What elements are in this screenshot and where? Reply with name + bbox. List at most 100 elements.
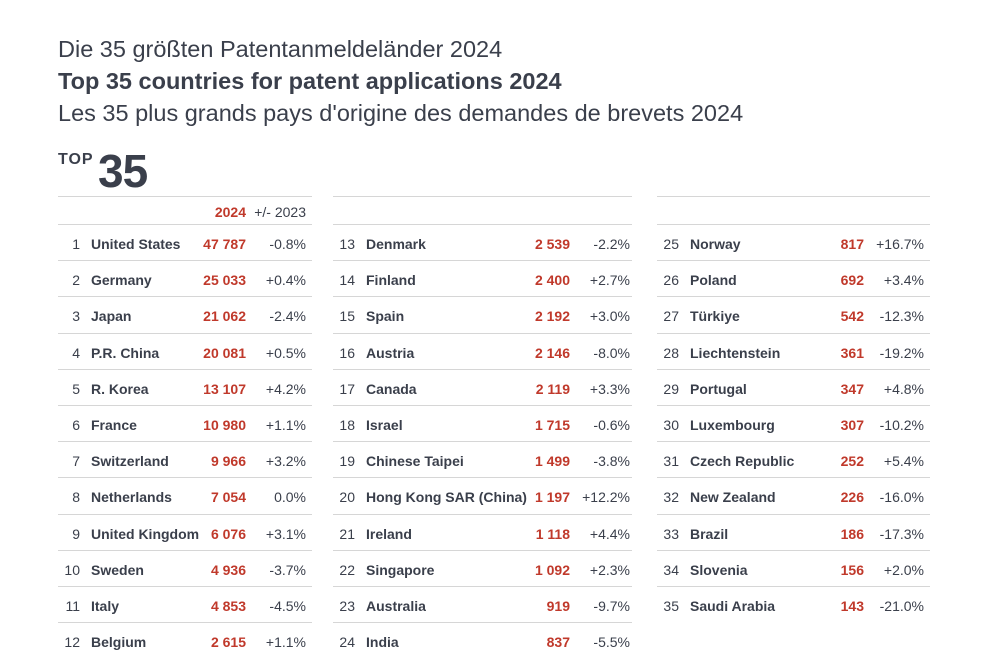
rank-cell: 13 [339,236,355,252]
change-cell: -12.3% [879,308,924,325]
country-cell: United Kingdom [91,525,200,542]
country-cell: Israel [366,416,403,433]
country-cell: Chinese Taipei [366,453,464,470]
country-cell: Luxembourg [690,416,775,433]
rank-cell: 2 [72,272,80,289]
change-cell: -19.2% [879,344,924,361]
country-cell: Spain [366,308,405,325]
country-cell: Netherlands [91,489,172,506]
change-cell: +0.5% [265,344,306,361]
rank-cell: 16 [339,344,355,361]
change-cell: +3.0% [589,308,630,325]
country-cell: Australia [366,597,426,614]
table-row: 10 Sweden 4 936 -3.7% [58,551,312,587]
rank-cell: 4 [72,344,80,361]
country-cell: Hong Kong SAR (China) [366,489,527,506]
table-row: 1 United States 47 787 -0.8% [58,225,312,262]
rank-cell: 8 [72,489,80,506]
rank-cell: 9 [72,525,80,542]
rank-cell: 3 [72,308,80,325]
value-cell: 542 [840,308,864,325]
change-cell: +5.4% [883,453,924,470]
table-row: 15 Spain 2 192 +3.0% [333,297,632,334]
rank-cell: 27 [663,308,679,325]
change-cell: +4.4% [589,525,630,542]
table-row: 5 R. Korea 13 107 +4.2% [58,370,312,406]
rank-cell: 11 [65,597,80,614]
table-header-blank [333,197,632,225]
country-cell: United States [91,236,181,252]
country-cell: Türkiye [690,308,740,325]
table-row: 23 Australia 919 -9.7% [333,587,632,624]
rank-cell: 29 [663,380,679,397]
change-cell: -17.3% [879,525,924,542]
country-cell: Canada [366,380,417,397]
table-header: 2024 +/- 2023 [58,197,312,225]
value-cell: 1 092 [534,561,570,578]
country-cell: Norway [690,236,741,252]
change-cell: -0.8% [269,236,306,252]
value-cell: 361 [840,344,864,361]
table-row: 8 Netherlands 7 054 0.0% [58,478,312,515]
title-german: Die 35 größten Patentanmeldeländer 2024 [58,36,503,62]
value-cell: 2 400 [534,272,570,289]
rank-cell: 34 [663,561,679,578]
country-cell: Brazil [690,525,729,542]
value-cell: 226 [840,489,864,506]
country-cell: Portugal [690,380,747,397]
change-cell: 0.0% [274,489,306,506]
rank-cell: 22 [339,561,355,578]
rank-cell: 33 [663,525,679,542]
change-cell: +2.0% [883,561,924,578]
country-cell: France [91,416,137,433]
value-cell: 2 119 [535,380,570,397]
change-cell: -21.0% [879,597,924,614]
country-cell: Sweden [91,561,144,578]
change-cell: -9.7% [593,597,630,614]
change-cell: +16.7% [876,236,924,252]
change-cell: +12.2% [582,489,630,506]
country-cell: Finland [366,272,416,289]
country-cell: New Zealand [690,489,776,506]
table-row: 32 New Zealand 226 -16.0% [657,478,930,515]
country-cell: P.R. China [91,344,160,361]
value-cell: 2 192 [534,308,570,325]
table-row: 34 Slovenia 156 +2.0% [657,551,930,587]
value-cell: 1 197 [534,489,570,506]
table-row: 24 India 837 -5.5% [333,623,632,658]
change-cell: -8.0% [593,344,630,361]
table-row: 25 Norway 817 +16.7% [657,225,930,262]
table-row: 31 Czech Republic 252 +5.4% [657,442,930,479]
value-cell: 1 715 [534,416,570,433]
table-row: 22 Singapore 1 092 +2.3% [333,551,632,587]
table-row: 35 Saudi Arabia 143 -21.0% [657,587,930,622]
value-cell: 7 054 [210,489,246,506]
table-row: 33 Brazil 186 -17.3% [657,515,930,551]
table-row: 30 Luxembourg 307 -10.2% [657,406,930,443]
table-row: 14 Finland 2 400 +2.7% [333,261,632,298]
change-cell: -0.6% [593,416,630,433]
value-cell: 143 [840,597,864,614]
change-cell: +4.8% [883,380,924,397]
change-cell: +1.1% [265,634,306,651]
title-french: Les 35 plus grands pays d'origine des de… [58,100,744,126]
country-cell: Saudi Arabia [690,597,776,614]
country-cell: Czech Republic [690,453,795,470]
table-column-1: 2024 +/- 2023 1 United States 47 787 -0.8% 2… [58,196,312,658]
table-row: 3 Japan 21 062 -2.4% [58,297,312,334]
change-cell: +2.3% [589,561,630,578]
rank-cell: 14 [339,272,355,289]
table-row: 28 Liechtenstein 361 -19.2% [657,334,930,370]
value-cell: 9 966 [210,453,246,470]
rank-cell: 23 [339,597,355,614]
rank-cell: 30 [663,416,679,433]
table-row: 13 Denmark 2 539 -2.2% [333,225,632,262]
change-cell: -3.7% [269,561,306,578]
country-cell: Japan [91,308,132,325]
rank-cell: 6 [72,416,80,433]
table-row: 4 P.R. China 20 081 +0.5% [58,334,312,370]
value-cell: 6 076 [210,525,246,542]
country-cell: Denmark [366,236,426,252]
change-cell: -4.5% [269,597,306,614]
value-cell: 817 [840,236,864,252]
